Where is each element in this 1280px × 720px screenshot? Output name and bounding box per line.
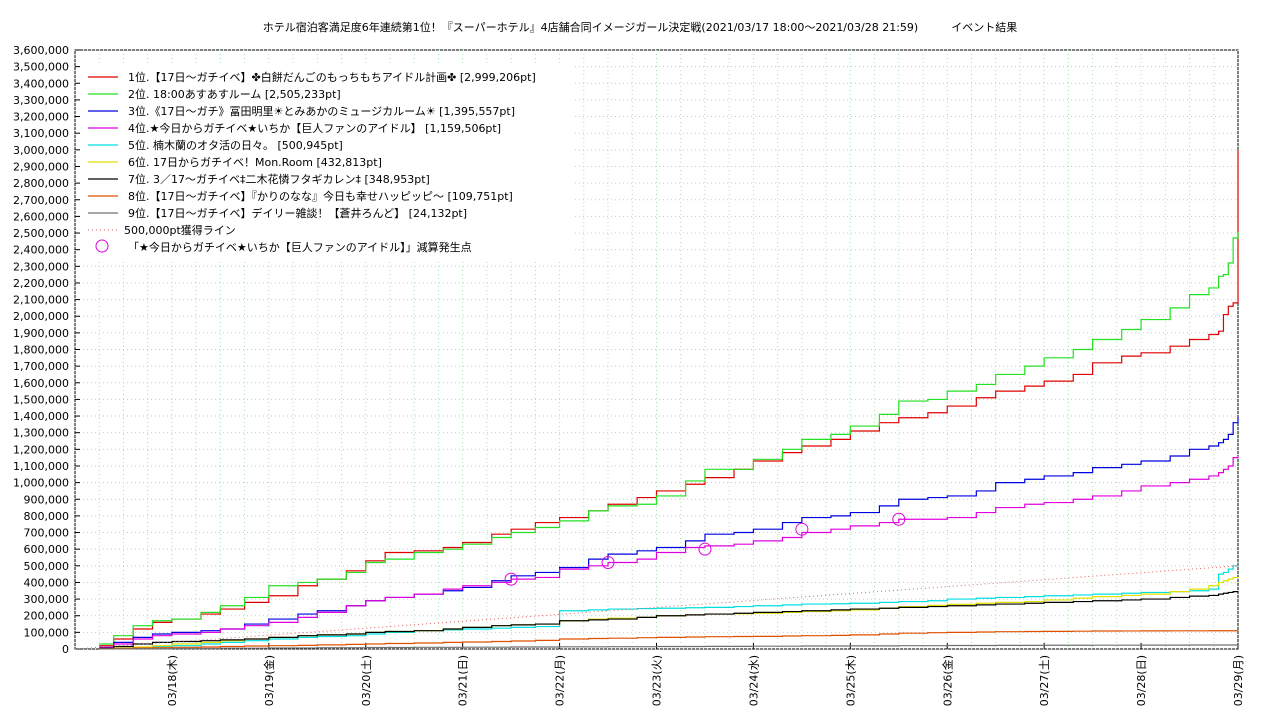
x-tick-label: 03/24(水) xyxy=(747,655,760,706)
y-tick-label: 2,000,000 xyxy=(13,310,69,323)
deduction-marker xyxy=(698,542,712,556)
x-tick-label: 03/29(月) xyxy=(1232,655,1245,706)
y-tick-label: 2,800,000 xyxy=(13,177,69,190)
legend-label: 500,000pt獲得ライン xyxy=(124,224,236,237)
y-tick-label: 3,600,000 xyxy=(13,44,69,57)
x-tick-label: 03/18(木) xyxy=(166,655,179,706)
series-line-2 xyxy=(99,232,1239,645)
y-tick-label: 1,500,000 xyxy=(13,393,69,406)
series-line-7 xyxy=(99,590,1239,649)
y-tick-label: 2,200,000 xyxy=(13,277,69,290)
legend-label: 8位.【17日〜ガチイベ】『かりのなな』今日も幸せハッピッピ〜 [109,751… xyxy=(128,189,513,203)
x-tick-label: 03/21(日) xyxy=(457,655,470,706)
y-tick-label: 3,000,000 xyxy=(13,144,69,157)
x-tick-label: 03/25(木) xyxy=(844,655,857,706)
deduction-marker xyxy=(504,572,518,586)
legend-label: 1位.【17日〜ガチイベ】✤白餅だんごのもっちもちアイドル計画✤ [2,999,… xyxy=(128,70,536,84)
series-line-5 xyxy=(99,565,1239,650)
x-tick-label: 03/27(土) xyxy=(1038,655,1051,706)
series-line-9 xyxy=(99,644,1239,650)
deduction-marker xyxy=(892,512,906,526)
series-line-4 xyxy=(99,456,1239,648)
x-tick-label: 03/22(月) xyxy=(554,655,567,706)
legend-box xyxy=(80,66,572,262)
legend-label: 4位.★今日からガチイベ★いちか【巨人ファンのアイドル】 [1,159,506p… xyxy=(128,121,501,135)
legend-label: 2位. 18:00あすあすルーム [2,505,233pt] xyxy=(128,87,341,101)
y-tick-label: 500,000 xyxy=(24,560,70,573)
y-tick-label: 200,000 xyxy=(24,610,70,623)
legend-label: 3位.《17日〜ガチ》冨田明里☀︎とみあかのミュージカルーム☀︎ [1,395,… xyxy=(128,104,515,118)
x-tick-label: 03/23(火) xyxy=(651,655,664,706)
legend-marker-swatch xyxy=(95,239,109,253)
series-line-8 xyxy=(99,630,1239,650)
deduction-marker xyxy=(795,522,809,536)
y-tick-label: 600,000 xyxy=(24,543,70,556)
y-tick-label: 1,000,000 xyxy=(13,477,69,490)
y-tick-label: 3,300,000 xyxy=(13,94,69,107)
y-tick-label: 0 xyxy=(62,643,69,656)
y-tick-label: 1,800,000 xyxy=(13,344,69,357)
y-tick-label: 1,100,000 xyxy=(13,460,69,473)
y-tick-label: 100,000 xyxy=(24,626,70,639)
y-tick-label: 2,300,000 xyxy=(13,260,69,273)
chart-title: ホテル宿泊客満足度6年連続第1位！『スーパーホテル』4店舗合同イメージガール決定… xyxy=(262,21,1018,34)
y-tick-label: 1,200,000 xyxy=(13,443,69,456)
y-tick-label: 900,000 xyxy=(24,493,70,506)
x-tick-label: 03/19(金) xyxy=(262,655,276,706)
y-tick-label: 1,300,000 xyxy=(13,427,69,440)
y-tick-label: 1,600,000 xyxy=(13,377,69,390)
y-tick-label: 3,400,000 xyxy=(13,77,69,90)
y-tick-label: 400,000 xyxy=(24,576,70,589)
y-tick-label: 1,400,000 xyxy=(13,410,69,423)
y-tick-label: 2,700,000 xyxy=(13,194,69,207)
y-tick-label: 3,100,000 xyxy=(13,127,69,140)
y-tick-label: 300,000 xyxy=(24,593,70,606)
y-tick-label: 3,200,000 xyxy=(13,111,69,124)
y-tick-label: 800,000 xyxy=(24,510,70,523)
y-tick-label: 1,700,000 xyxy=(13,360,69,373)
y-tick-label: 2,900,000 xyxy=(13,160,69,173)
y-tick-label: 3,500,000 xyxy=(13,61,69,74)
y-tick-label: 2,400,000 xyxy=(13,244,69,257)
y-tick-label: 2,600,000 xyxy=(13,210,69,223)
x-tick-label: 03/28(日) xyxy=(1135,655,1148,706)
legend-label: 「★今日からガチイベ★いちか【巨人ファンのアイドル】」減算発生点 xyxy=(128,240,472,254)
x-tick-label: 03/26(金) xyxy=(940,655,954,706)
deduction-marker xyxy=(601,555,615,569)
legend-label: 5位. 楠木蘭のオタ活の日々。 [500,945pt] xyxy=(128,138,343,152)
y-tick-label: 1,900,000 xyxy=(13,327,69,340)
x-tick-label: 03/20(土) xyxy=(360,655,373,706)
y-tick-label: 700,000 xyxy=(24,527,70,540)
y-tick-label: 2,100,000 xyxy=(13,294,69,307)
legend-label: 6位. 17日からガチイベ！Mon.Room [432,813pt] xyxy=(128,155,382,169)
legend-label: 7位. 3／17〜ガチイベ‡二木花憐フタギカレン‡ [348,953pt] xyxy=(128,172,430,186)
legend-label: 9位.【17日〜ガチイベ】デイリー雑談！【蒼井ろんど】 [24,132pt] xyxy=(128,206,467,220)
y-tick-label: 2,500,000 xyxy=(13,227,69,240)
